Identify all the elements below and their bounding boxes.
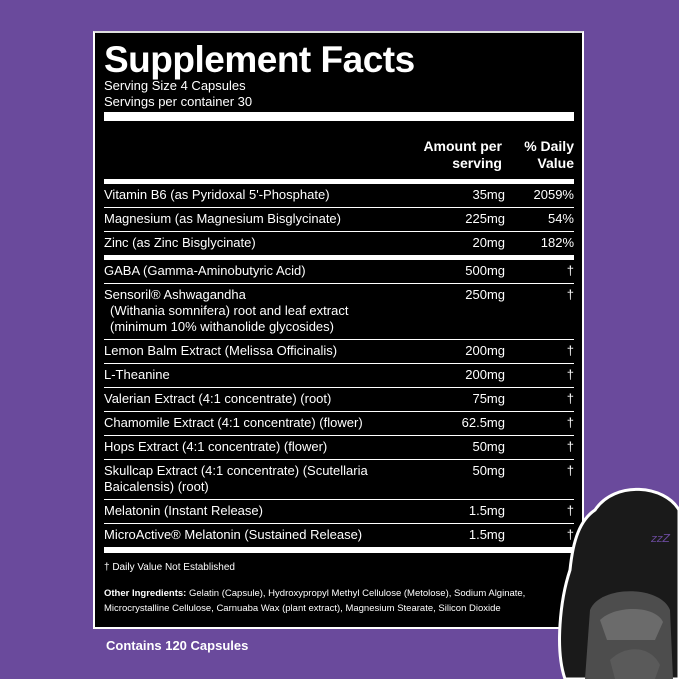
ingredient-amount: 200mg [465,367,505,382]
ingredient-name: Melatonin (Instant Release) [104,503,415,519]
ingredient-name-line: Zinc (as Zinc Bisglycinate) [104,235,256,250]
ingredient-daily-value: 54% [547,211,574,226]
vitamins-minerals-group: Vitamin B6 (as Pyridoxal 5'-Phosphate) 35… [104,184,574,255]
ingredient-amount: 50mg [472,463,505,478]
ingredient-name: Vitamin B6 (as Pyridoxal 5'-Phosphate) [104,187,415,203]
ingredient-name: Lemon Balm Extract (Melissa Officinalis) [104,343,415,359]
ingredient-name-line: MicroActive® Melatonin (Sustained Releas… [104,527,363,542]
ingredient-name-line: L-Theanine [104,367,170,382]
footnote: † Daily Value Not Established [104,562,235,573]
ingredient-daily-value: † [566,367,574,382]
ingredient-row: Melatonin (Instant Release) 1.5mg † [104,500,574,524]
ingredient-daily-value: † [566,439,574,454]
ingredient-row: Lemon Balm Extract (Melissa Officinalis)… [104,340,574,364]
other-ingredients: Other Ingredients: Gelatin (Capsule), Hy… [104,587,574,616]
ingredient-name-line: Sensoril® Ashwagandha [104,287,246,302]
ingredient-name: GABA (Gamma-Aminobutyric Acid) [104,263,415,279]
ingredient-name-line: Skullcap Extract (4:1 concentrate) (Scut… [104,463,368,478]
dv-header-line: Value [537,155,574,171]
svg-text:zzZ: zzZ [650,532,671,545]
ingredient-daily-value: † [566,463,574,478]
ingredient-name: Valerian Extract (4:1 concentrate) (root… [104,391,415,407]
supplement-facts-panel: Supplement Facts Serving Size 4 Capsules… [93,31,584,629]
ingredient-name-line: (Withania somnifera) root and leaf extra… [110,303,349,318]
ingredient-name-line: Melatonin (Instant Release) [104,503,263,518]
dv-header-line: % Daily [524,138,574,154]
ingredient-daily-value: † [566,527,574,542]
ingredient-amount: 225mg [465,211,505,226]
ingredient-amount: 1.5mg [468,503,505,518]
ingredient-daily-value: † [566,287,574,302]
other-ingredients-label: Other Ingredients: [104,588,187,599]
ingredient-amount: 20mg [472,235,505,250]
ingredient-name: Hops Extract (4:1 concentrate) (flower) [104,439,415,455]
thick-divider [104,547,574,553]
ingredient-row: Valerian Extract (4:1 concentrate) (root… [104,388,574,412]
ingredient-name: Skullcap Extract (4:1 concentrate) (Scut… [104,463,415,495]
ingredient-name-line: Chamomile Extract (4:1 concentrate) (flo… [104,415,363,430]
ingredient-amount: 1.5mg [468,527,505,542]
capsule-count: Contains 120 Capsules [106,638,249,653]
ingredient-row: L-Theanine 200mg † [104,364,574,388]
ingredient-row: Sensoril® Ashwagandha (Withania somnifera… [104,284,574,340]
ingredient-name-line: Magnesium (as Magnesium Bisglycinate) [104,211,341,226]
ingredient-name: MicroActive® Melatonin (Sustained Releas… [104,527,415,543]
ingredient-amount: 250mg [465,287,505,302]
ingredient-row: Skullcap Extract (4:1 concentrate) (Scut… [104,460,574,500]
ingredient-name-line: Baicalensis) (root) [104,479,209,494]
ingredient-daily-value: 2059% [533,187,574,202]
amount-header-line: Amount per [423,138,502,154]
ingredient-daily-value: † [566,503,574,518]
ingredient-row: Magnesium (as Magnesium Bisglycinate) 225… [104,208,574,232]
ingredient-name: Chamomile Extract (4:1 concentrate) (flo… [104,415,415,431]
amount-header-line: serving [452,155,502,171]
ingredient-row: Chamomile Extract (4:1 concentrate) (flo… [104,412,574,436]
servings-per-container: Servings per container 30 [104,94,253,109]
ingredient-name: Zinc (as Zinc Bisglycinate) [104,235,415,251]
thick-divider [104,179,574,184]
ingredient-name-line: GABA (Gamma-Aminobutyric Acid) [104,263,306,278]
ingredient-daily-value: † [566,343,574,358]
ingredient-row: Vitamin B6 (as Pyridoxal 5'-Phosphate) 35… [104,184,574,208]
ingredient-amount: 200mg [465,343,505,358]
ingredient-amount: 500mg [465,263,505,278]
ingredient-name: L-Theanine [104,367,415,383]
column-header: Amount per serving % Daily Value [104,121,574,179]
ingredient-name-line: Valerian Extract (4:1 concentrate) (root… [104,391,332,406]
ingredient-daily-value: † [566,391,574,406]
ingredient-name: Magnesium (as Magnesium Bisglycinate) [104,211,415,227]
thick-divider [104,255,574,260]
ingredient-amount: 50mg [472,439,505,454]
ingredient-row: GABA (Gamma-Aminobutyric Acid) 500mg † [104,260,574,284]
ingredient-daily-value: † [566,415,574,430]
other-ingredients-text: Gelatin (Capsule), Hydroxypropyl Methyl … [104,588,526,614]
ingredient-amount: 75mg [472,391,505,406]
dv-header: % Daily Value [502,138,574,172]
title: Supplement Facts [104,39,415,80]
sleeping-gorilla-icon: zzZ [558,487,679,679]
ingredient-name-line: Lemon Balm Extract (Melissa Officinalis) [104,343,338,358]
ingredient-daily-value: † [566,263,574,278]
ingredient-amount: 35mg [472,187,505,202]
ingredient-row: MicroActive® Melatonin (Sustained Releas… [104,524,574,547]
ingredient-name: Sensoril® Ashwagandha (Withania somnifera… [104,287,415,335]
ingredient-daily-value: 182% [540,235,574,250]
ingredient-row: Hops Extract (4:1 concentrate) (flower) 5… [104,436,574,460]
serving-size: Serving Size 4 Capsules [104,78,246,93]
thick-divider [104,112,574,121]
ingredient-row: Zinc (as Zinc Bisglycinate) 20mg 182% [104,232,574,255]
ingredient-name-line: Vitamin B6 (as Pyridoxal 5'-Phosphate) [104,187,330,202]
amount-header: Amount per serving [392,138,502,172]
ingredient-amount: 62.5mg [461,415,505,430]
ingredient-name-line: (minimum 10% withanolide glycosides) [110,319,334,334]
blend-group: GABA (Gamma-Aminobutyric Acid) 500mg † Sens… [104,260,574,547]
ingredient-name-line: Hops Extract (4:1 concentrate) (flower) [104,439,328,454]
